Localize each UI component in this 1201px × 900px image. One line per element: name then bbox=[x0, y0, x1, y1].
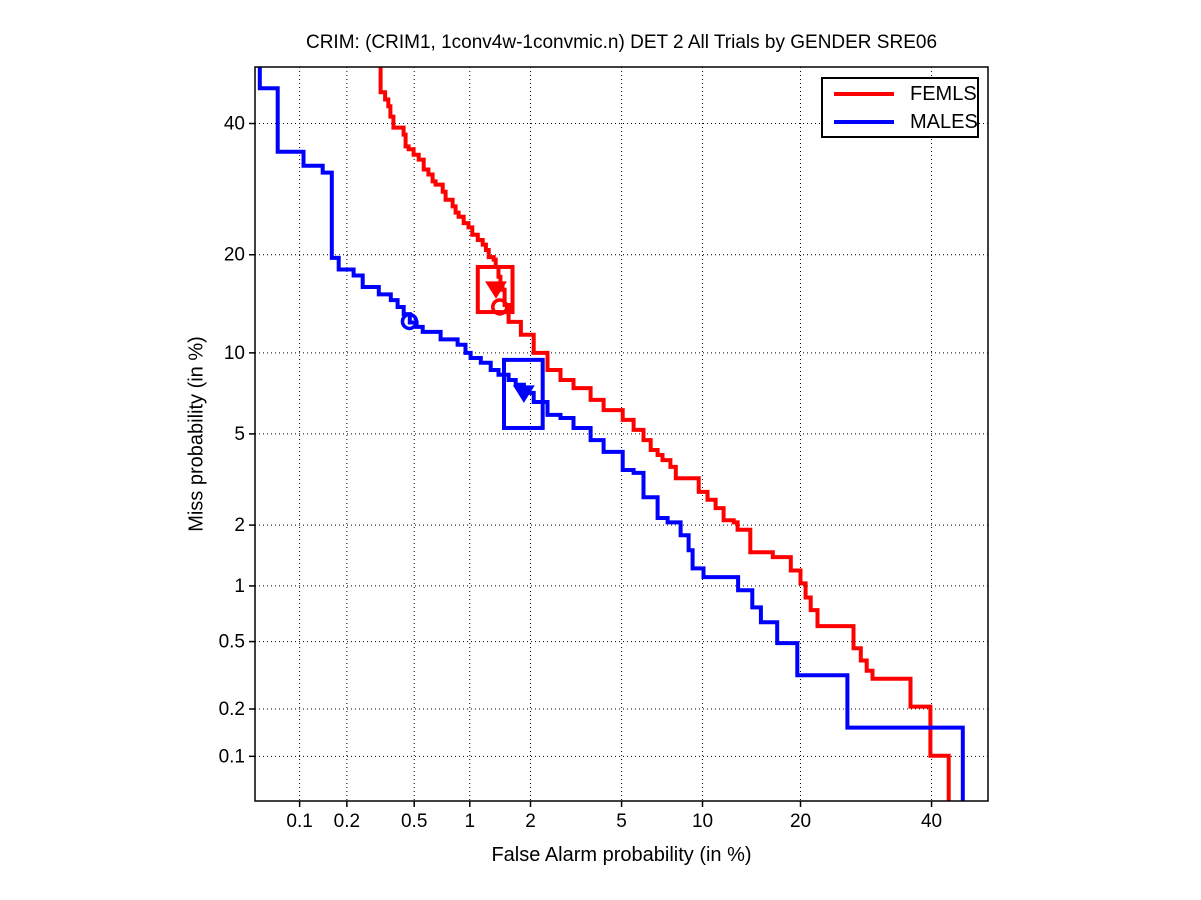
x-tick-label: 0.2 bbox=[334, 811, 360, 832]
x-tick-label: 10 bbox=[692, 811, 713, 832]
y-tick-label: 20 bbox=[224, 245, 245, 266]
x-tick-label: 1 bbox=[464, 811, 475, 832]
curves bbox=[257, 67, 965, 801]
legend-label-males: MALES bbox=[910, 110, 978, 133]
x-tick-label: 0.1 bbox=[286, 811, 312, 832]
y-tick-label: 0.1 bbox=[219, 746, 245, 767]
chart-title: CRIM: (CRIM1, 1conv4w-1convmic.n) DET 2 … bbox=[305, 32, 938, 53]
y-tick-label: 40 bbox=[224, 114, 245, 135]
gridlines bbox=[255, 67, 988, 801]
tick-labels: 0.1 0.2 0.5 1 2 5 10 20 40 0.1 0.2 0.5 1 2 5 10 20 40 bbox=[219, 114, 943, 832]
legend-line-sample-males bbox=[834, 119, 894, 124]
y-tick-label: 0.2 bbox=[219, 699, 245, 720]
x-tick-label: 2 bbox=[525, 811, 536, 832]
legend-line-sample-femls bbox=[834, 91, 894, 96]
x-tick-label: 20 bbox=[790, 811, 811, 832]
axes-box bbox=[254, 66, 989, 802]
y-tick-label: 0.5 bbox=[219, 632, 245, 653]
x-tick-label: 40 bbox=[921, 811, 942, 832]
y-tick-label: 10 bbox=[224, 343, 245, 364]
det-curve-femls bbox=[378, 67, 951, 801]
legend-item-femls: FEMLS bbox=[823, 83, 977, 105]
circle-marker-males bbox=[400, 312, 419, 331]
det-curve-males bbox=[257, 67, 965, 801]
dcf-box-males bbox=[501, 357, 545, 430]
legend-label-femls: FEMLS bbox=[910, 82, 977, 105]
circle-marker-femls bbox=[491, 298, 509, 316]
x-tick-label: 0.5 bbox=[401, 811, 427, 832]
y-tick-label: 2 bbox=[234, 515, 245, 536]
tick-marks bbox=[249, 122, 933, 807]
y-tick-label: 1 bbox=[234, 576, 245, 597]
legend-item-males: MALES bbox=[823, 110, 978, 133]
legend: FEMLS MALES bbox=[821, 77, 979, 138]
triangle-marker-femls bbox=[485, 281, 507, 299]
triangle-marker-males bbox=[512, 385, 535, 403]
x-tick-label: 5 bbox=[616, 811, 627, 832]
x-axis-label: False Alarm probability (in %) bbox=[491, 844, 752, 866]
y-tick-label: 5 bbox=[234, 424, 245, 445]
y-axis-label: Miss probability (in %) bbox=[185, 336, 208, 532]
